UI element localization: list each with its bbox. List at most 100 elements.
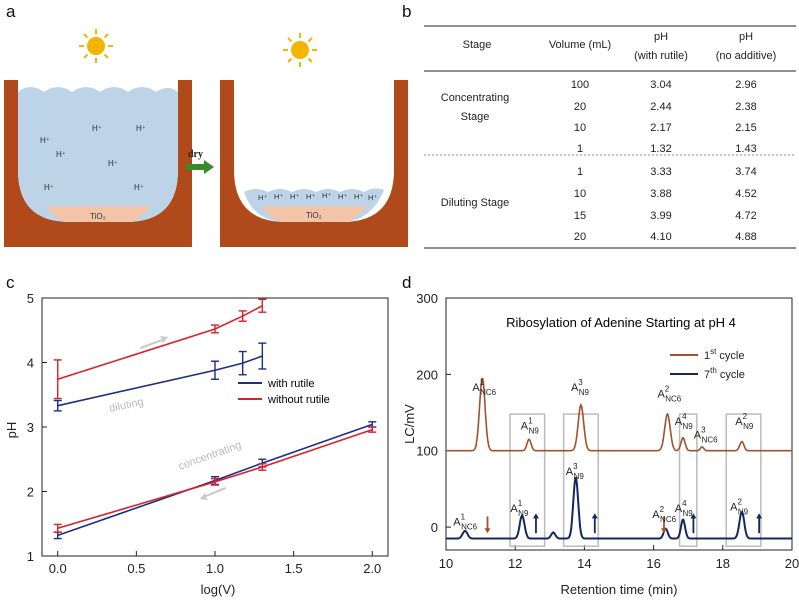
peak-label: A2 NC6: [652, 505, 676, 524]
y-tick-label: 2: [27, 485, 34, 500]
series-line-diluting: [57, 305, 263, 381]
x-tick-label: 2.0: [363, 561, 381, 576]
dry-label: dry: [188, 149, 203, 160]
h-ion: H⁺: [56, 150, 66, 159]
x-tick-label: 18: [716, 556, 730, 571]
table-cell: 4.10: [650, 231, 671, 243]
annotation-concentrating: concentrating: [177, 439, 243, 473]
legend: 1st cycle 7th cycle: [670, 347, 745, 381]
table-cell: 1.32: [650, 143, 671, 155]
up-arrow-head: [756, 513, 763, 519]
peak-label: A1 NC6: [453, 513, 477, 532]
peak-label: A1 N9: [521, 416, 540, 435]
legend-label: with rutile: [267, 378, 314, 390]
y-axis-label: LC/mV: [402, 404, 417, 444]
down-arrow-head: [484, 528, 491, 534]
y-tick-label: 3: [27, 420, 34, 435]
highlight-box: [725, 413, 762, 547]
table-cell: 2.96: [735, 79, 756, 91]
series-line-concentrating: [57, 423, 373, 537]
y-tick-label: 100: [416, 444, 438, 459]
x-tick-label: 1.0: [206, 561, 224, 576]
table-cell: 15: [574, 210, 586, 222]
panel-label-a: a: [6, 2, 16, 21]
stage-label: Stage: [461, 111, 490, 123]
h-ion: H⁺: [258, 193, 267, 202]
tio2-layer: [46, 206, 150, 222]
x-tick-label: 0.5: [127, 561, 145, 576]
y-tick-label: 4: [27, 356, 34, 371]
x-tick-label: 10: [439, 556, 453, 571]
stage-label: Diluting Stage: [441, 197, 510, 209]
data-table: Stage Volume (mL) pH (with rutile) pH (n…: [424, 25, 796, 249]
h-ion: H⁺: [368, 193, 377, 202]
legend-label: without rutile: [267, 394, 330, 406]
left-beaker: TiO₂ H⁺ H⁺ H⁺ H⁺ H⁺ H⁺ H⁺: [4, 80, 192, 247]
trace-cycle-1: [446, 377, 792, 452]
peak-label: A3 NC6: [694, 426, 718, 445]
highlight-box: [509, 413, 546, 547]
x-tick-label: 16: [646, 556, 660, 571]
x-axis-label: log(V): [201, 582, 236, 597]
peak-label: A2 NC6: [657, 384, 681, 403]
peak-label: A2 N9: [730, 497, 749, 516]
x-axis-label: Retention time (min): [560, 582, 677, 597]
table-cell: 20: [574, 231, 586, 243]
arrow-icon: [186, 160, 214, 174]
h-ion: H⁺: [354, 192, 363, 201]
chromatogram-chart: Ribosylation of Adenine Starting at pH 4…: [402, 291, 799, 597]
table-cell: 10: [574, 188, 586, 200]
peak-label: A1 NC6: [472, 378, 496, 397]
water: [18, 87, 178, 222]
table-cell: 3.88: [650, 188, 671, 200]
h-ion: H⁺: [44, 183, 54, 192]
y-tick-label: 300: [416, 291, 438, 306]
h-ion: H⁺: [274, 192, 283, 201]
table-cell: 2.17: [650, 122, 671, 134]
panel-label-c: c: [6, 273, 15, 292]
table-cell: 4.52: [735, 188, 756, 200]
h-ion: H⁺: [40, 136, 50, 145]
table-cell: 20: [574, 101, 586, 113]
up-arrow-head: [532, 513, 539, 519]
dry-arrow: dry: [186, 149, 214, 174]
tio2-label: TiO₂: [90, 212, 106, 221]
table-cell: 3.74: [735, 166, 756, 178]
beaker-wall: [220, 80, 408, 247]
x-tick-label: 12: [508, 556, 522, 571]
direction-arrow-icon: [140, 336, 168, 349]
y-axis-label: pH: [4, 422, 19, 439]
table-cell: 4.88: [735, 231, 756, 243]
y-tick-label: 1: [27, 549, 34, 564]
table-cell: 3.33: [650, 166, 671, 178]
legend-label: 1st cycle: [704, 347, 744, 362]
table-header-ph: pH: [739, 31, 753, 43]
h-ion: H⁺: [136, 124, 146, 133]
peak-label: A4 N9: [675, 412, 694, 431]
table-header-volume: Volume (mL): [549, 39, 611, 51]
h-ion: H⁺: [306, 192, 315, 201]
right-beaker: TiO₂ H⁺ H⁺ H⁺ H⁺ H⁺ H⁺ H⁺ H⁺: [220, 80, 408, 247]
schematic-panel: TiO₂ H⁺ H⁺ H⁺ H⁺ H⁺ H⁺ H⁺ dry: [4, 29, 408, 247]
h-ion: H⁺: [108, 159, 118, 168]
peak-label: A4 N9: [675, 499, 694, 518]
h-ion: H⁺: [134, 183, 144, 192]
legend: with rutile without rutile: [238, 378, 330, 406]
down-arrow-head: [660, 528, 667, 534]
up-arrow-head: [690, 513, 697, 519]
table-cell: 2.44: [650, 101, 671, 113]
annotation-diluting: diluting: [108, 396, 145, 415]
table-header-ph: pH: [654, 31, 668, 43]
table-cell: 1: [577, 143, 583, 155]
tio2-layer: [262, 206, 366, 222]
table-cell: 3.04: [650, 79, 671, 91]
table-cell: 1: [577, 166, 583, 178]
table-cell: 1.43: [735, 143, 756, 155]
table-cell: 4.72: [735, 210, 756, 222]
y-tick-label: 0: [431, 520, 438, 535]
table-header-stage: Stage: [463, 39, 492, 51]
h-ion: H⁺: [338, 192, 347, 201]
beaker-wall: [4, 80, 192, 247]
legend-label: 7th cycle: [704, 366, 745, 381]
